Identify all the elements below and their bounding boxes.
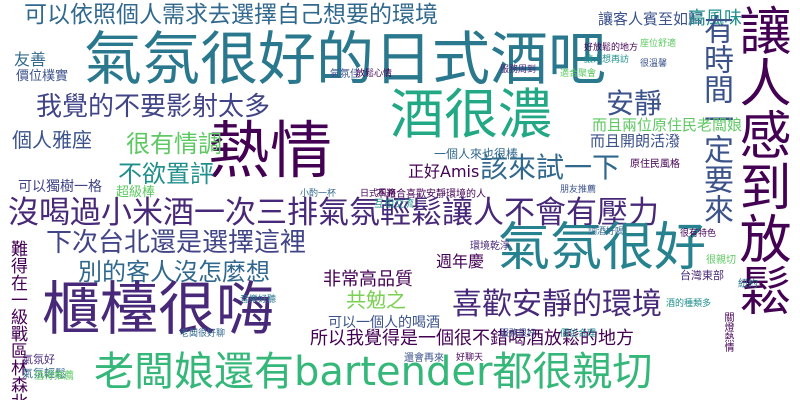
word-cloud-phrase: 而且開朗活潑 [590, 132, 681, 150]
word-cloud-phrase: 氣氛佳 [330, 69, 360, 80]
word-cloud-phrase: 很親切 [706, 255, 736, 266]
word-cloud-phrase: 我覺的不要影射太多 [36, 92, 271, 122]
word-cloud-phrase: 安靜 [606, 87, 663, 120]
word-cloud-phrase: 很有情調 [126, 130, 222, 158]
word-cloud-phrase: 可以依照個人需求去選擇自己想要的環境 [24, 2, 438, 28]
word-cloud-phrase: 正好Amis [408, 162, 480, 181]
word-cloud-phrase: 讓人感到放鬆 [730, 4, 790, 316]
word-cloud-phrase: 調酒好喝 [588, 227, 625, 237]
word-cloud-phrase: 氣氛很好 [498, 218, 707, 278]
word-cloud-phrase: 朋友推薦 [560, 185, 597, 195]
word-cloud-phrase: 個人雅座 [12, 128, 92, 152]
word-cloud-phrase: 小酌一杯 [300, 189, 337, 199]
word-cloud-phrase: 該來試一下 [480, 151, 621, 184]
word-cloud-phrase: 台灣東部 [680, 269, 724, 282]
word-cloud-phrase: 紐約 [738, 279, 758, 290]
word-cloud-phrase: 價位樸實 [16, 69, 69, 84]
word-cloud-phrase: 沒喝過小米酒一次三排氣氛輕鬆讓人不會有壓力 [8, 195, 659, 231]
word-cloud-phrase: 櫃檯很嗨 [42, 275, 275, 343]
word-cloud-phrase: 日式風格 [360, 189, 397, 199]
word-cloud-phrase: 服務周到 [500, 65, 537, 75]
word-cloud-phrase: 讓人想再訪 [584, 55, 630, 65]
word-cloud-phrase: 座位舒適 [640, 39, 677, 49]
word-cloud-phrase: 很有特色 [680, 229, 717, 239]
word-cloud-phrase: 原住民風格 [630, 159, 680, 170]
word-cloud-phrase: 不欲置評 [118, 160, 214, 188]
word-cloud-phrase: 老闆很好聊 [180, 329, 226, 339]
word-cloud-phrase: 酒的種類多 [666, 299, 712, 309]
word-cloud-phrase: 所以我覺得是一個很不錯喝酒放鬆的地方 [310, 328, 634, 349]
word-cloud-phrase: 喜歡安靜的環境 [452, 287, 662, 322]
word-cloud-phrase: 別的客人沒怎麼想 [78, 258, 270, 286]
word-cloud-phrase: 一個人來也很棒 [434, 147, 519, 161]
word-cloud-phrase: 超級棒 [116, 185, 156, 200]
word-cloud-phrase: 週年慶 [436, 252, 485, 271]
word-cloud-phrase: 服務很好 [500, 329, 537, 339]
word-cloud-phrase: 熱情 [208, 114, 333, 187]
word-cloud-phrase: 適合聚會 [560, 69, 597, 79]
word-cloud-phrase: 值得推薦 [34, 371, 74, 382]
word-cloud-phrase: 氣氛輕鬆 [22, 367, 66, 380]
word-cloud-phrase: 高風味 [688, 8, 742, 29]
word-cloud-phrase: 不適合喜歡安靜環境的人 [376, 189, 486, 200]
word-cloud-phrase: 很溫馨 [640, 59, 668, 69]
word-cloud-phrase: 好放鬆的地方 [584, 43, 639, 53]
word-cloud-phrase: 關燈熱情 [722, 312, 733, 352]
word-cloud-phrase: 好聊天 [456, 353, 484, 363]
word-cloud-phrase: 下次台北還是選擇這裡 [46, 228, 307, 258]
word-cloud-phrase: 有時間一定要來 [698, 14, 733, 224]
word-cloud-phrase: 老闆娘還有bartender都很親切 [94, 349, 653, 395]
word-cloud-phrase: 友善 [14, 50, 47, 69]
word-cloud-phrase: 共勉之 [346, 288, 406, 312]
word-cloud-phrase: 價位合理 [560, 329, 597, 339]
word-cloud-phrase: 還會再來 [404, 353, 444, 364]
word-cloud-phrase: 可以獨樹一格 [18, 179, 102, 195]
word-cloud-phrase: 音樂好聽 [240, 295, 277, 305]
word-cloud-phrase: 酒很濃 [390, 83, 552, 146]
word-cloud-phrase: 環境乾淨 [470, 241, 510, 252]
word-cloud-phrase: 讓客人賓至如歸 [598, 10, 704, 28]
word-cloud-phrase: 放鬆心情 [356, 69, 393, 79]
word-cloud-phrase: 氣氛好 [22, 353, 55, 366]
word-cloud-phrase: 可以一個人的喝酒 [328, 315, 440, 331]
word-cloud-phrase: 而且兩位原住民老闆娘 [592, 116, 743, 134]
word-cloud-phrase: 難得在一級戰區林森北 [7, 240, 27, 400]
word-cloud-phrase: 氣氛很好的日式酒吧 [84, 25, 607, 93]
word-cloud-phrase: 非常高品質 [323, 269, 413, 290]
word-cloud-phrase: 互相交流 [374, 199, 414, 210]
